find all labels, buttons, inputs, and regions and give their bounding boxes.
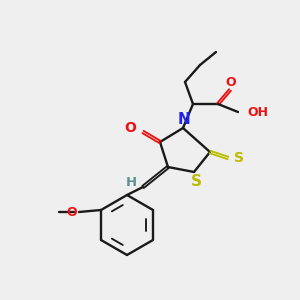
Text: O: O (124, 121, 136, 135)
Text: S: S (234, 151, 244, 165)
Text: N: N (178, 112, 190, 127)
Text: S: S (190, 173, 202, 188)
Text: O: O (67, 206, 77, 218)
Text: O: O (226, 76, 236, 88)
Text: H: H (125, 176, 136, 190)
Text: OH: OH (247, 106, 268, 118)
